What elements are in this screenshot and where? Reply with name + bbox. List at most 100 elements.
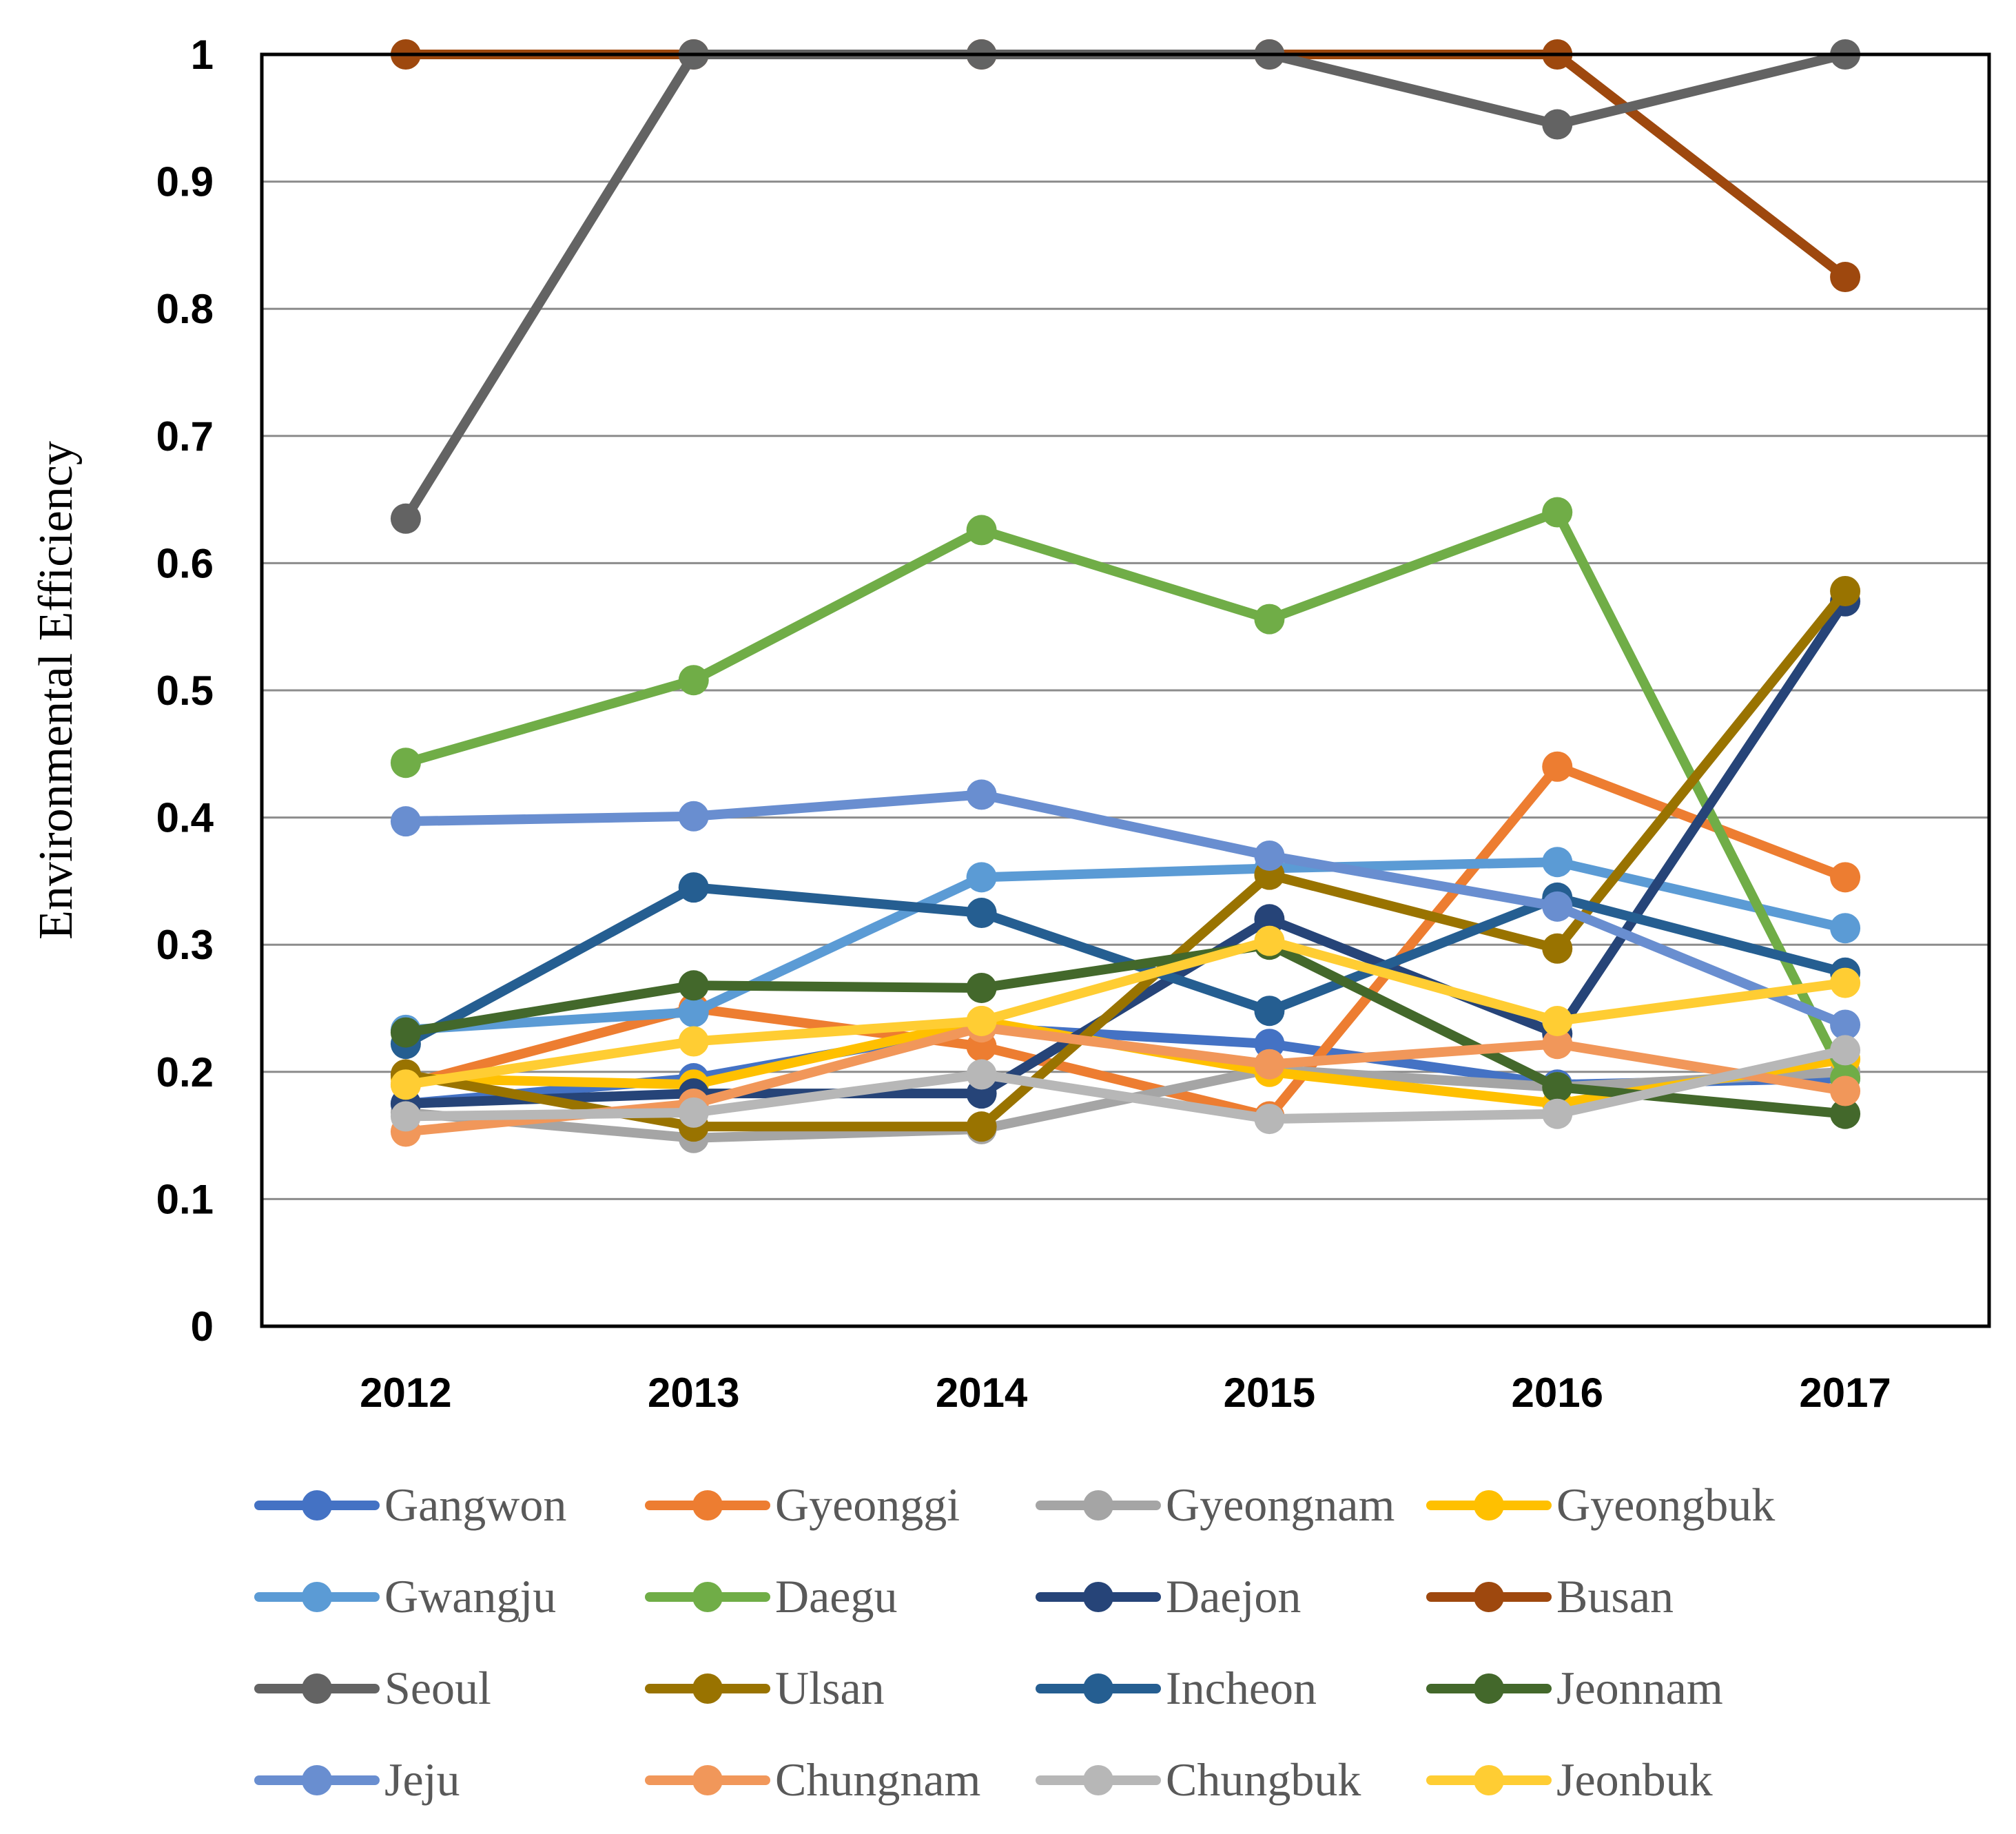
data-point <box>1254 996 1285 1027</box>
legend-swatch-marker <box>302 1765 332 1795</box>
data-point <box>678 801 709 832</box>
legend-item-jeju: Jeju <box>254 1753 460 1806</box>
legend-swatch-marker <box>1083 1490 1113 1521</box>
legend-label: Daegu <box>775 1570 897 1622</box>
x-tick-label: 2017 <box>1799 1370 1891 1416</box>
data-point <box>966 515 997 546</box>
data-point <box>390 1017 421 1048</box>
series-gwangju <box>390 847 1861 1045</box>
x-axis-ticks: 2012 2013 2014 2015 2016 2017 <box>360 1370 1891 1416</box>
legend-item-incheon: Incheon <box>1036 1662 1317 1714</box>
legend-label: Jeonnam <box>1556 1662 1723 1714</box>
data-point <box>678 997 709 1028</box>
legend-swatch-marker <box>1083 1582 1113 1612</box>
data-point <box>390 806 421 837</box>
data-point <box>390 748 421 779</box>
legend-item-gyeongbuk: Gyeongbuk <box>1426 1478 1775 1531</box>
data-point <box>1254 904 1285 935</box>
data-point <box>966 1005 997 1036</box>
data-point <box>678 665 709 696</box>
y-tick-label: 0 <box>191 1304 214 1350</box>
data-point <box>390 1069 421 1100</box>
legend-label: Gyeonggi <box>775 1478 960 1531</box>
y-tick-label: 0.5 <box>156 668 214 714</box>
legend-swatch-marker <box>1083 1673 1113 1704</box>
series-gyeongnam <box>390 1054 1861 1153</box>
y-tick-label: 1 <box>191 32 214 78</box>
data-point <box>1542 1029 1573 1060</box>
data-point <box>1830 1035 1861 1066</box>
y-tick-label: 0.4 <box>156 795 214 841</box>
x-tick-label: 2016 <box>1512 1370 1603 1416</box>
legend-swatch-marker <box>1474 1490 1504 1521</box>
data-point <box>1542 1071 1573 1102</box>
legend-swatch-marker <box>692 1582 723 1612</box>
legend-swatch-marker <box>1474 1765 1504 1795</box>
data-point <box>966 779 997 810</box>
data-point <box>1542 497 1573 528</box>
legend-item-chungnam: Chungnam <box>645 1753 980 1806</box>
legend-label: Chungnam <box>775 1753 980 1806</box>
data-point <box>1542 847 1573 878</box>
legend-item-daegu: Daegu <box>645 1570 897 1622</box>
legend-item-gwangju: Gwangju <box>254 1570 556 1622</box>
data-point <box>1830 1075 1861 1106</box>
series-line <box>400 761 1851 1122</box>
legend-swatch-marker <box>1474 1673 1504 1704</box>
legend-swatch-marker <box>692 1673 723 1704</box>
data-point <box>678 1026 709 1057</box>
series-line <box>400 507 1851 1084</box>
series-jeonbuk <box>390 925 1861 1100</box>
data-point <box>1830 913 1861 944</box>
y-tick-label: 0.9 <box>156 159 214 205</box>
data-point <box>390 1101 421 1132</box>
legend: Gangwon Gyeonggi Gyeongnam Gyeongbuk Gwangju… <box>254 1478 1775 1806</box>
legend-item-busan: Busan <box>1426 1570 1674 1622</box>
series-line <box>400 1045 1851 1124</box>
y-tick-label: 0.7 <box>156 413 214 460</box>
data-point <box>1254 1104 1285 1135</box>
x-tick-label: 2015 <box>1224 1370 1315 1416</box>
series-line <box>400 50 1851 524</box>
data-point <box>1830 1009 1861 1040</box>
legend-swatch-marker <box>1474 1582 1504 1612</box>
series-line <box>400 857 1851 1035</box>
data-point <box>1830 862 1861 893</box>
data-point <box>966 862 997 893</box>
data-point <box>966 1059 997 1090</box>
data-point <box>678 1097 709 1128</box>
legend-label: Jeju <box>384 1753 460 1806</box>
series-line <box>400 936 1851 1090</box>
legend-item-daejon: Daejon <box>1036 1570 1301 1622</box>
x-tick-label: 2012 <box>360 1370 451 1416</box>
legend-item-ulsan: Ulsan <box>645 1662 885 1714</box>
data-point <box>1830 967 1861 998</box>
legend-label: Gyeongbuk <box>1556 1478 1775 1531</box>
legend-item-chungbuk: Chungbuk <box>1036 1753 1361 1806</box>
legend-swatch-marker <box>1083 1765 1113 1795</box>
data-point <box>1254 925 1285 956</box>
legend-swatch-marker <box>302 1582 332 1612</box>
legend-swatch-marker <box>302 1673 332 1704</box>
legend-swatch-marker <box>692 1490 723 1521</box>
data-point <box>966 1111 997 1142</box>
plot-area-frame <box>260 52 1991 1328</box>
data-point <box>1542 751 1573 782</box>
data-point <box>678 872 709 903</box>
y-tick-label: 0.8 <box>156 286 214 332</box>
y-axis-ticks: 0 0.1 0.2 0.3 0.4 0.5 0.6 0.7 0.8 0.9 1 <box>156 32 214 1350</box>
legend-item-jeonbuk: Jeonbuk <box>1426 1753 1713 1806</box>
y-tick-label: 0.1 <box>156 1176 214 1222</box>
data-point <box>1542 891 1573 922</box>
legend-label: Gwangju <box>384 1570 556 1622</box>
data-point <box>390 503 421 534</box>
legend-label: Gyeongnam <box>1166 1478 1395 1531</box>
y-tick-label: 0.2 <box>156 1049 214 1095</box>
series-busan <box>390 39 1861 293</box>
legend-label: Incheon <box>1166 1662 1317 1714</box>
data-point <box>678 970 709 1001</box>
data-point <box>1542 1005 1573 1036</box>
series-line <box>400 1022 1851 1137</box>
legend-item-seoul: Seoul <box>254 1662 491 1714</box>
